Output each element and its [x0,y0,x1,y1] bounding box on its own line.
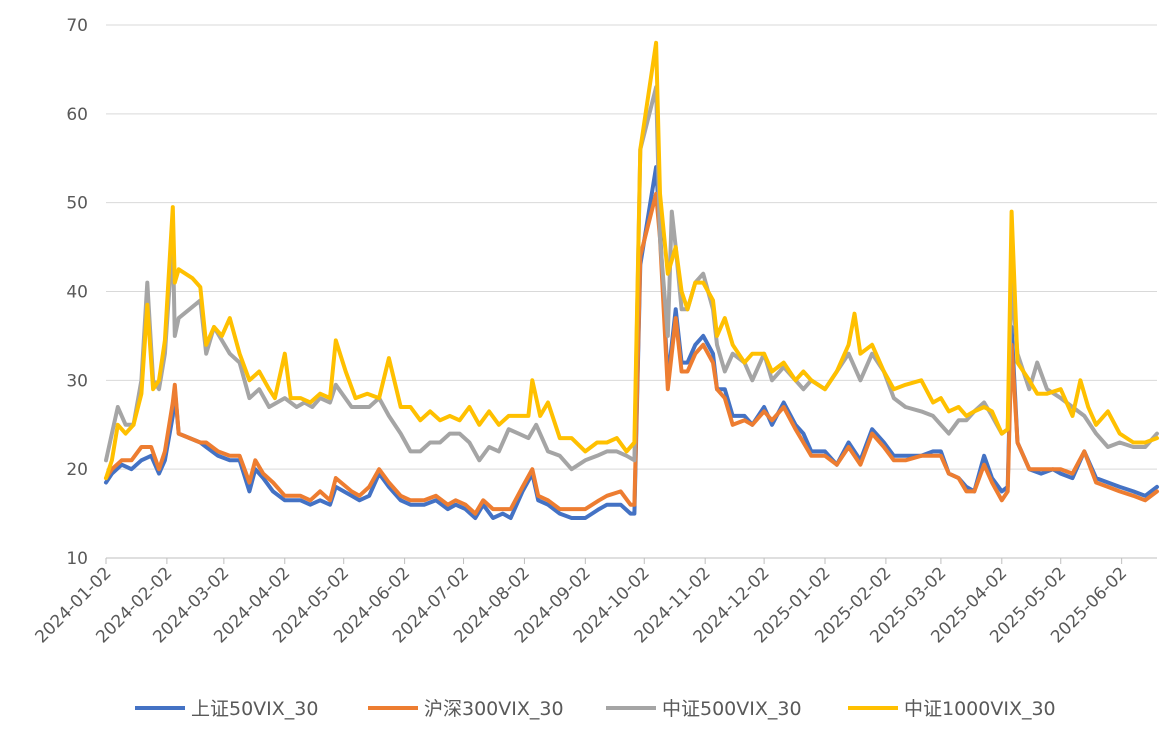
legend-label-3: 中证1000VIX_30 [904,698,1056,720]
legend-label-1: 沪深300VIX_30 [424,698,564,720]
legend-label-2: 中证500VIX_30 [662,698,802,720]
gridlines [106,24,1157,470]
y-tick-label: 30 [66,371,88,391]
legend-label-0: 上证50VIX_30 [191,698,318,720]
y-tick-label: 70 [66,16,88,36]
series-line-3 [104,40,1159,481]
y-tick-label: 20 [66,460,88,480]
x-axis-ticks: 2024-01-022024-02-022024-03-022024-04-02… [32,558,1131,647]
series-lines [104,40,1159,520]
y-axis-ticks: 10 20 30 40 50 60 70 [66,16,88,569]
y-tick-label: 50 [66,194,88,214]
y-tick-label: 10 [66,549,88,569]
series-line-1 [104,191,1159,516]
y-tick-label: 40 [66,283,88,303]
y-tick-label: 60 [66,105,88,125]
series-line-0 [104,165,1159,520]
legend: 上证50VIX_30 沪深300VIX_30 中证500VIX_30 中证1000VI… [135,698,1056,720]
series-line-2 [104,85,1159,472]
